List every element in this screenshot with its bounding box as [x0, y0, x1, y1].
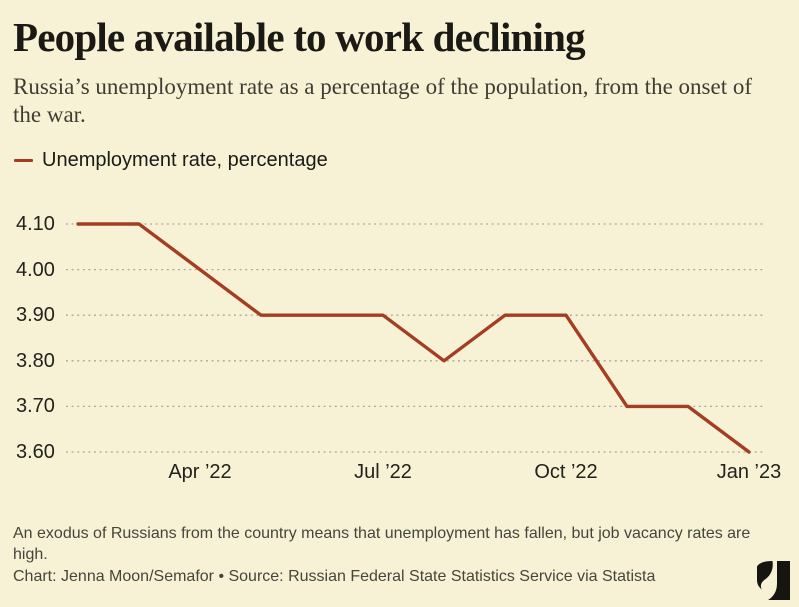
legend-line-swatch-icon	[14, 159, 33, 162]
page-title: People available to work declining	[13, 14, 586, 60]
y-axis-tick-label: 3.90	[16, 304, 55, 327]
legend: Unemployment rate, percentage	[14, 149, 328, 172]
x-axis-tick-label: Jan ’23	[716, 461, 782, 483]
footnote: An exodus of Russians from the country m…	[13, 525, 751, 563]
semafor-logo-icon	[757, 561, 790, 600]
unemployment-rate-line	[76, 222, 751, 454]
credit-source-line: Chart: Jenna Moon/Semafor • Source: Russ…	[13, 568, 656, 585]
x-axis-tick-label: Jul ’22	[354, 461, 412, 483]
chart-subtitle: Russia’s unemployment rate as a percenta…	[13, 74, 752, 127]
legend-label: Unemployment rate, percentage	[42, 149, 328, 171]
y-axis-tick-label: 3.60	[16, 441, 55, 463]
x-axis-tick-label: Apr ’22	[168, 461, 232, 483]
y-axis-tick-label: 4.10	[16, 213, 55, 235]
x-axis-tick-label: Oct ’22	[534, 461, 598, 483]
y-axis-tick-label: 4.00	[16, 258, 55, 281]
y-axis-tick-label: 3.70	[16, 395, 55, 418]
y-axis-tick-label: 3.80	[16, 349, 55, 372]
